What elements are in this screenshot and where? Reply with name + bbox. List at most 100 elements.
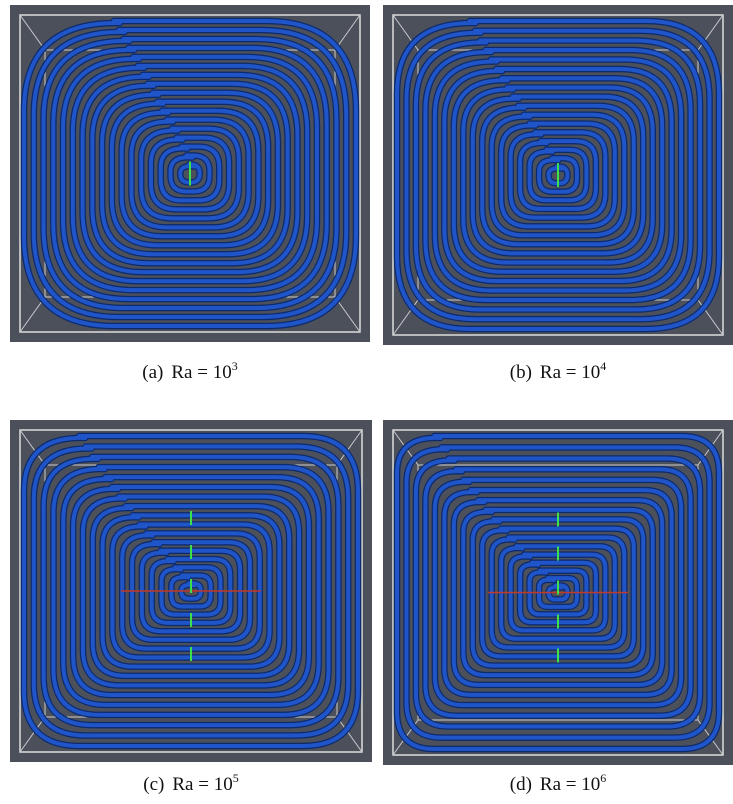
caption-exponent: 3 (232, 359, 238, 373)
caption-exponent: 6 (600, 771, 606, 785)
streamline (461, 85, 655, 265)
streamline (31, 27, 349, 320)
domain-edge (19, 14, 46, 51)
streamline (499, 121, 617, 229)
streamline (179, 581, 203, 601)
streamline (51, 465, 331, 717)
domain-edge (336, 429, 363, 466)
streamline (442, 488, 674, 697)
streamline (100, 90, 280, 257)
streamline (22, 434, 360, 748)
streamline (61, 54, 319, 293)
domain-edge (19, 429, 46, 466)
domain-box (392, 14, 724, 336)
streamline (518, 560, 598, 625)
caption-label: (d) (510, 774, 532, 795)
streamline (518, 139, 598, 211)
streamline (139, 548, 243, 634)
streamline (480, 526, 636, 659)
streamline (508, 552, 608, 633)
streamline (432, 57, 684, 293)
streamline (404, 445, 712, 740)
streamline (61, 475, 321, 707)
streamline (527, 568, 589, 617)
streamline (451, 498, 665, 687)
streamline (461, 507, 655, 678)
streamline (41, 36, 339, 311)
streamline (51, 45, 329, 302)
streamline (395, 434, 721, 751)
caption: (b) Ra = 104 (510, 359, 606, 383)
streamline (71, 484, 311, 698)
streamline (110, 522, 272, 660)
streamline (148, 135, 232, 212)
domain-edge (336, 716, 363, 753)
caption-label: (b) (510, 362, 532, 383)
streamline (527, 147, 589, 203)
panel: (c) Ra = 105 (10, 420, 372, 795)
caption: (c) Ra = 105 (143, 771, 238, 795)
domain-box (392, 429, 724, 756)
domain-edge (19, 716, 46, 753)
streamline (130, 540, 252, 642)
streamline (90, 81, 290, 266)
streamline (537, 576, 579, 609)
caption-exponent: 4 (600, 359, 606, 373)
domain-edge (334, 296, 361, 333)
panel: (b) Ra = 104 (383, 5, 733, 383)
caption: (a) Ra = 103 (142, 359, 237, 383)
domain-edge (334, 14, 361, 51)
streamline (120, 531, 262, 651)
caption-label: (a) (142, 362, 163, 383)
caption-label: (c) (143, 774, 164, 795)
streamline (546, 164, 570, 186)
caption-text: Ra = 10 (171, 362, 231, 383)
streamline (537, 156, 579, 194)
streamline (169, 573, 213, 609)
streamline (432, 477, 684, 708)
streamline (129, 117, 251, 230)
streamline (480, 103, 636, 247)
streamline (404, 28, 712, 322)
caption-text: Ra = 10 (540, 774, 600, 795)
streamline (139, 126, 241, 221)
streamline (546, 583, 570, 602)
caption: (d) Ra = 106 (510, 771, 606, 795)
panel: (d) Ra = 106 (383, 420, 733, 795)
streamline (451, 76, 665, 274)
streamline (413, 38, 703, 312)
streamline (508, 130, 608, 220)
caption-text: Ra = 10 (540, 362, 600, 383)
streamline (168, 153, 212, 194)
panel: (a) Ra = 103 (10, 5, 370, 383)
caption-exponent: 5 (233, 771, 239, 785)
streamline (470, 94, 646, 256)
caption-text: Ra = 10 (172, 774, 232, 795)
streamline (395, 19, 721, 331)
streamline (41, 454, 341, 728)
streamline (80, 494, 302, 688)
streamline (149, 557, 233, 625)
streamline (499, 544, 617, 641)
streamline (70, 63, 310, 284)
streamline (22, 19, 358, 328)
streamline (109, 99, 271, 248)
streamline (442, 66, 674, 284)
streamline (413, 456, 703, 729)
streamline (423, 48, 693, 302)
streamline (90, 504, 292, 678)
streamline (159, 565, 223, 617)
streamline (80, 72, 300, 275)
domain-box (19, 14, 361, 333)
streamline (470, 517, 646, 668)
streamline (100, 513, 282, 669)
streamline (489, 112, 627, 238)
streamline (31, 444, 351, 738)
domain-edge (19, 296, 46, 333)
domain-box (19, 429, 363, 753)
streamline (158, 144, 222, 203)
streamline (423, 467, 693, 718)
streamline (119, 108, 261, 239)
streamline (489, 535, 627, 650)
